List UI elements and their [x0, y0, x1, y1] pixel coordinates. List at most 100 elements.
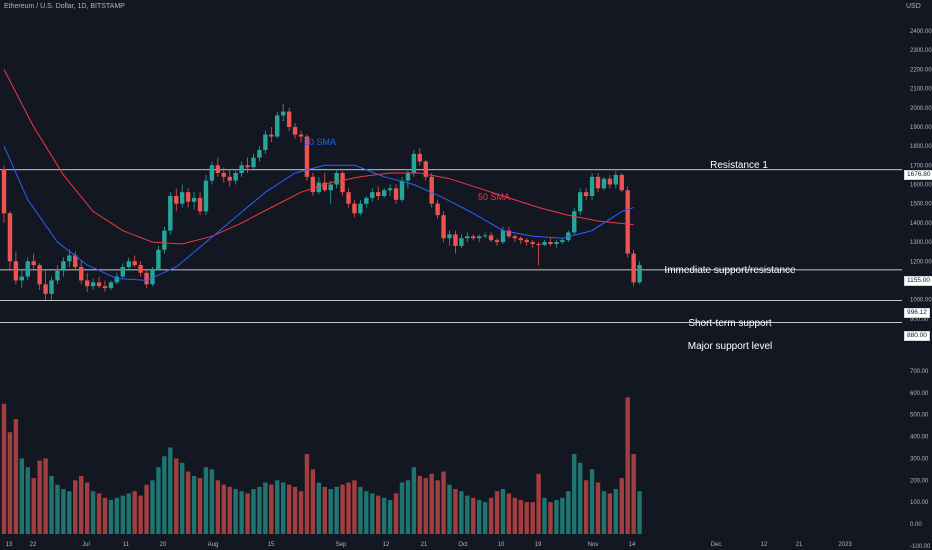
volume-bar	[269, 484, 274, 534]
volume-bar	[589, 469, 595, 534]
volume-bar	[399, 482, 405, 534]
date-tick-label: 2023	[838, 542, 852, 548]
candle-body	[459, 238, 464, 246]
candle-body	[488, 235, 494, 241]
volume-bar	[583, 480, 589, 534]
volume-bar	[631, 454, 636, 534]
candle-body	[227, 176, 232, 181]
volume-bar	[405, 480, 411, 534]
chart-title: Ethereum / U.S. Dollar, 1D, BITSTAMP	[4, 3, 125, 10]
volume-bar	[84, 482, 90, 534]
price-tick-label: 2300.00	[910, 48, 932, 54]
candle-body	[625, 190, 630, 254]
volume-bar	[601, 491, 607, 534]
volume-tick-label: 400.00	[910, 435, 929, 441]
volume-tick-label: 0.00	[910, 522, 922, 528]
candle-body	[560, 240, 565, 243]
volume-bar	[423, 478, 428, 534]
candle-body	[257, 149, 262, 158]
volume-bar	[542, 497, 547, 534]
volume-bar	[61, 489, 66, 534]
volume-bar	[304, 454, 310, 534]
volume-bar	[459, 491, 464, 534]
volume-bar	[595, 482, 601, 534]
volume-bar	[25, 467, 30, 534]
candle-body	[465, 236, 470, 239]
volume-bar	[572, 454, 577, 534]
price-tick-label: 1400.00	[910, 221, 932, 227]
candle-body	[554, 242, 559, 244]
volume-bar	[138, 495, 143, 534]
volume-bar	[536, 473, 541, 534]
date-tick-label: Dec	[711, 542, 722, 548]
volume-bar	[619, 478, 624, 534]
candle-body	[447, 234, 452, 239]
candle-body	[577, 192, 583, 212]
sma50-label: 50 SMA	[478, 192, 511, 202]
volume-bar	[447, 484, 452, 534]
volume-bar	[364, 491, 369, 534]
candle-body	[126, 261, 131, 268]
volume-bar	[346, 482, 351, 534]
volume-bar	[577, 462, 583, 534]
price-tick-label: 1300.00	[910, 240, 932, 246]
candle-body	[49, 280, 54, 294]
candle-body	[180, 192, 185, 204]
candle-body	[387, 188, 393, 191]
volume-bar	[494, 491, 500, 534]
volume-bar	[471, 497, 476, 534]
major-support-price-tag: 880.00	[904, 331, 930, 341]
candle-body	[542, 242, 547, 245]
candle-body	[55, 270, 60, 281]
price-tick-label: 2400.00	[910, 29, 932, 35]
price-tick-label: 1000.00	[910, 298, 932, 304]
short-term-support-price-tag: 996.12	[904, 308, 930, 318]
candle-body	[114, 276, 120, 283]
candle-body	[298, 134, 304, 137]
candle-body	[150, 268, 155, 285]
volume-bar	[19, 458, 25, 534]
price-tick-label: 1900.00	[910, 125, 932, 131]
short-term-support-label: Short-term support	[688, 318, 772, 329]
candle-body	[607, 178, 613, 185]
candle-body	[162, 230, 167, 250]
volume-bar	[554, 499, 559, 534]
candle-body	[619, 174, 624, 191]
price-tick-label: 1500.00	[910, 202, 932, 208]
candle-body	[595, 176, 601, 189]
candle-body	[524, 240, 529, 243]
candle-body	[233, 172, 238, 181]
volume-tick-label: 500.00	[910, 413, 929, 419]
candle-body	[73, 255, 78, 268]
candle-body	[96, 282, 102, 287]
date-tick-label: 11	[123, 542, 130, 548]
candle-body	[174, 196, 179, 204]
candle-body	[631, 253, 636, 283]
candle-body	[203, 180, 209, 212]
volume-bar	[566, 491, 571, 534]
volume-bar	[429, 473, 434, 534]
candle-body	[84, 280, 90, 287]
volume-bar	[96, 493, 102, 534]
volume-bar	[209, 469, 215, 534]
candle-body	[417, 153, 422, 162]
volume-bar	[37, 460, 42, 534]
candle-body	[304, 136, 310, 177]
candle-body	[102, 286, 108, 289]
candle-body	[613, 174, 619, 185]
candle-body	[358, 203, 363, 214]
price-tick-label: 900.00	[910, 317, 929, 323]
volume-bar	[441, 471, 446, 534]
volume-bar	[43, 458, 48, 534]
candle-body	[548, 242, 553, 244]
volume-bar	[67, 491, 72, 534]
candle-body	[13, 261, 19, 281]
candle-body	[263, 134, 268, 150]
volume-bar	[275, 480, 280, 534]
volume-bar	[607, 493, 613, 534]
volume-bar	[233, 489, 238, 534]
candle-body	[168, 196, 173, 231]
date-tick-label: 20	[160, 542, 167, 548]
candle-body	[530, 242, 535, 244]
